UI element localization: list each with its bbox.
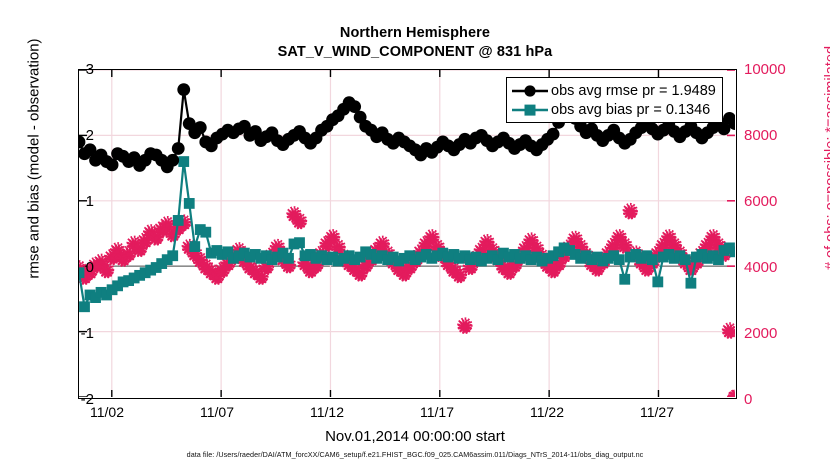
y-left-tick-3: 0 <box>85 259 94 276</box>
y-right-tick-4000: 4000 <box>744 259 778 276</box>
y-right-tick-2000: 2000 <box>744 325 778 342</box>
legend-item-rmse: obs avg rmse pr = 1.9489 <box>511 81 716 100</box>
y-right-tick-6000: 6000 <box>744 193 778 210</box>
x-tick-1107: 11/07 <box>200 404 234 420</box>
y-left-tick-5: -2 <box>80 391 94 408</box>
y-left-tick-4: -1 <box>80 325 94 342</box>
y-left-tick-2: 1 <box>85 193 94 210</box>
x-tick-1117: 11/17 <box>420 404 454 420</box>
legend-label-bias: obs avg bias pr = 0.1346 <box>551 101 711 118</box>
legend-item-bias: obs avg bias pr = 0.1346 <box>511 100 716 119</box>
filled-circle-icon <box>511 83 549 99</box>
x-tick-1122: 11/22 <box>530 404 564 420</box>
y-axis-right-label: # of obs: o=possible; *=assimilated <box>823 45 830 270</box>
x-tick-1112: 11/12 <box>310 404 344 420</box>
y-left-tick-1: 2 <box>85 127 94 144</box>
chart-title: Northern Hemisphere SAT_V_WIND_COMPONENT… <box>0 24 830 62</box>
x-tick-1127: 11/27 <box>640 404 674 420</box>
y-axis-left-label: rmse and bias (model - observation) <box>25 38 43 279</box>
y-right-tick-8000: 8000 <box>744 127 778 144</box>
x-axis-label: Nov.01,2014 00:00:00 start <box>325 428 505 445</box>
title-line-1: Northern Hemisphere <box>339 25 491 41</box>
y-right-tick-0: 0 <box>744 391 753 408</box>
filled-square-icon <box>511 102 549 118</box>
x-tick-1102: 11/02 <box>90 404 124 420</box>
plot-area <box>78 69 737 399</box>
legend-label-rmse: obs avg rmse pr = 1.9489 <box>551 82 716 99</box>
title-line-2: SAT_V_WIND_COMPONENT @ 831 hPa <box>277 44 553 60</box>
chart-legend: obs avg rmse pr = 1.9489 obs avg bias pr… <box>506 77 723 123</box>
y-right-tick-10000: 10000 <box>744 61 786 78</box>
plot-canvas <box>79 70 735 397</box>
y-left-tick-0: 3 <box>85 61 94 78</box>
data-file-footer: data file: /Users/raeder/DAI/ATM_forcXX/… <box>186 450 644 459</box>
